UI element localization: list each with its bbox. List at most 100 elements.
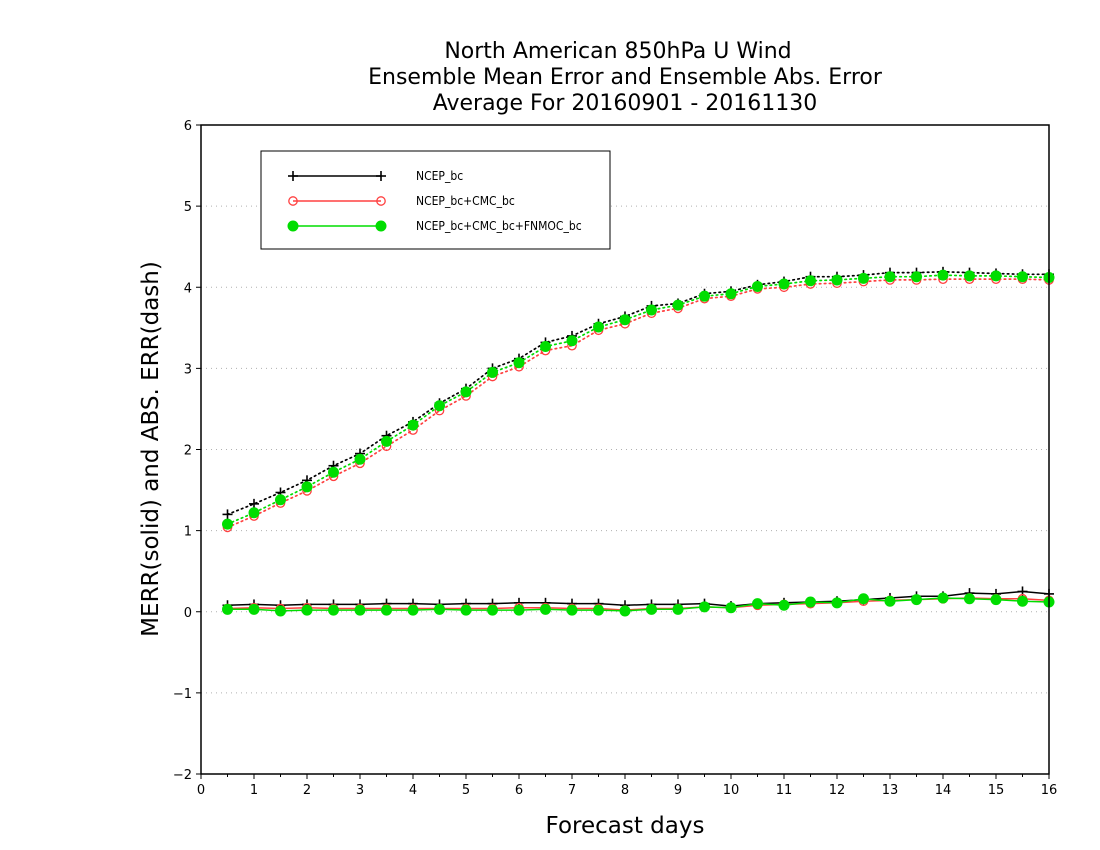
chart-title: North American 850hPa U Wind Ensemble Me…: [368, 39, 883, 116]
abs-err-line: [226, 274, 1050, 525]
y-tick-label: −1: [173, 687, 192, 702]
abs-err-point: [911, 271, 922, 283]
merr-point: [805, 596, 816, 608]
legend-entry-0: NCEP_bc: [288, 169, 463, 183]
y-tick-label: 6: [184, 119, 192, 134]
abs-err-point: [381, 435, 392, 447]
abs-err-point: [222, 509, 233, 520]
abs-err-point: [964, 270, 975, 282]
title-line-3: Average For 20160901 - 20161130: [433, 91, 818, 116]
x-tick-label: 3: [356, 783, 364, 798]
title-line-1: North American 850hPa U Wind: [444, 39, 791, 64]
abs-err-point: [1017, 271, 1028, 283]
x-tick-label: 1: [250, 783, 258, 798]
legend-entry-1: NCEP_bc+CMC_bc: [288, 194, 515, 208]
merr-point: [354, 604, 366, 616]
x-tick-label: 5: [462, 783, 470, 798]
abs-err-point: [778, 278, 790, 290]
merr-point: [1017, 595, 1028, 607]
x-tick-label: 0: [197, 783, 205, 798]
merr-point: [487, 604, 498, 616]
series-1: [222, 274, 1054, 615]
legend-marker: [375, 220, 387, 232]
x-tick-label: 10: [723, 783, 740, 798]
abs-err-point: [619, 314, 631, 326]
x-axis-label: Forecast days: [546, 813, 705, 839]
x-tick-label: 11: [776, 783, 793, 798]
merr-point: [937, 592, 949, 604]
abs-err-point: [884, 271, 896, 283]
grid-lines: [201, 205, 1049, 694]
merr-point: [328, 604, 339, 616]
y-tick-label: 3: [184, 362, 192, 377]
abs-err-point: [249, 498, 259, 509]
x-tick-label: 12: [829, 783, 846, 798]
y-tick-label: 1: [184, 525, 192, 540]
abs-err-point: [513, 357, 525, 369]
merr-point: [407, 604, 419, 616]
series-2: [222, 269, 1055, 617]
merr-point: [752, 598, 763, 610]
abs-err-line: [226, 278, 1050, 529]
abs-err-point: [328, 466, 339, 478]
merr-point: [858, 593, 869, 605]
legend: NCEP_bc NCEP_bc+CMC_bc NCEP_bc+CMC_bc+FNMO…: [260, 150, 611, 250]
merr-point: [222, 603, 233, 615]
merr-point: [381, 604, 392, 616]
merr-point: [964, 593, 975, 605]
abs-err-point: [805, 275, 816, 287]
abs-err-point: [990, 270, 1002, 282]
legend-label: NCEP_bc: [416, 169, 463, 183]
title-line-2: Ensemble Mean Error and Ensemble Abs. Er…: [368, 65, 883, 90]
legend-label: NCEP_bc+CMC_bc+FNMOC_bc: [416, 219, 582, 233]
legend-marker: [376, 171, 386, 181]
merr-point: [434, 603, 445, 615]
merr-point: [593, 604, 604, 616]
x-tick-label: 13: [882, 783, 899, 798]
y-tick-label: 4: [184, 281, 192, 296]
merr-point: [911, 594, 922, 606]
abs-err-point: [434, 400, 445, 412]
merr-point: [275, 605, 286, 617]
legend-box: [260, 150, 611, 250]
abs-err-point: [725, 288, 737, 300]
merr-point: [672, 603, 684, 615]
abs-err-point: [646, 304, 657, 316]
legend-entry-2: NCEP_bc+CMC_bc+FNMOC_bc: [287, 219, 582, 233]
merr-point: [990, 594, 1002, 606]
x-tick-label: 6: [515, 783, 523, 798]
x-tick-label: 9: [674, 783, 682, 798]
merr-point: [884, 595, 896, 607]
abs-err-point: [487, 366, 498, 378]
abs-err-line: [226, 270, 1050, 516]
legend-marker: [288, 196, 298, 206]
legend-marker: [288, 171, 298, 181]
merr-point: [248, 603, 260, 615]
y-tick-label: 2: [184, 444, 192, 459]
legend-label: NCEP_bc+CMC_bc: [416, 194, 515, 208]
abs-err-point: [248, 507, 260, 519]
x-tick-label: 7: [568, 783, 576, 798]
plot-frame: [200, 124, 1050, 775]
merr-point: [699, 601, 710, 613]
merr-point: [566, 604, 578, 616]
x-tick-label: 4: [409, 783, 417, 798]
abs-err-point: [407, 419, 419, 431]
merr-point: [831, 597, 843, 609]
x-tick-label: 15: [988, 783, 1005, 798]
merr-point: [540, 603, 551, 615]
abs-err-point: [540, 340, 551, 352]
abs-err-point: [354, 453, 366, 465]
abs-err-point: [937, 269, 949, 281]
y-tick-label: −2: [173, 768, 192, 783]
y-tick-label: 0: [184, 606, 192, 621]
abs-err-point: [566, 335, 578, 347]
abs-err-point: [222, 518, 233, 530]
merr-point: [646, 603, 657, 615]
merr-point: [513, 604, 525, 616]
x-tick-label: 14: [935, 783, 952, 798]
series-layer: [222, 266, 1055, 617]
x-tick-label: 2: [303, 783, 311, 798]
abs-err-point: [593, 321, 604, 333]
